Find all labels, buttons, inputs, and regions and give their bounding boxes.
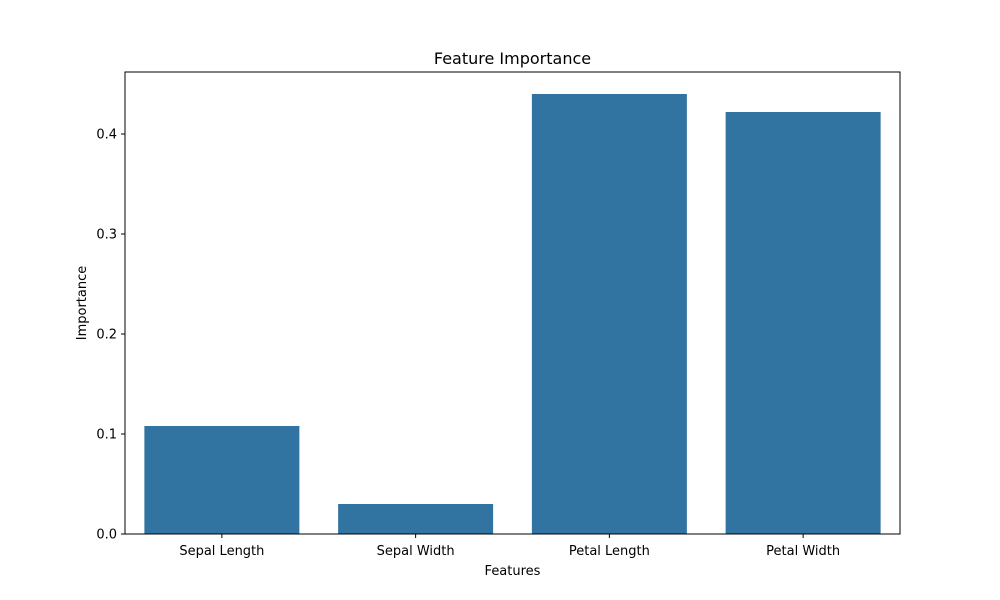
y-axis-label: Importance [75, 266, 90, 341]
bar-sepal-length [144, 426, 300, 534]
ticks-layer: Sepal Length Sepal Width Petal Length Petal… [96, 128, 840, 560]
x-tick-label: Petal Length [569, 544, 650, 559]
bar-petal-width [725, 112, 881, 534]
bar-petal-length [531, 94, 687, 534]
y-tick-label: 0.3 [96, 228, 117, 243]
bars-layer [144, 94, 881, 534]
chart-title: Feature Importance [434, 49, 591, 68]
y-tick-label: 0.4 [96, 128, 117, 143]
y-tick-label: 0.1 [96, 428, 117, 443]
x-axis-label: Features [485, 564, 541, 579]
y-tick-label: 0.2 [96, 328, 117, 343]
y-tick-label: 0.0 [96, 528, 117, 543]
x-tick-label: Petal Width [766, 544, 840, 559]
x-tick-label: Sepal Width [377, 544, 455, 559]
plot-frame [124, 71, 901, 535]
x-tick-label: Sepal Length [179, 544, 264, 559]
bar-sepal-width [338, 504, 494, 534]
